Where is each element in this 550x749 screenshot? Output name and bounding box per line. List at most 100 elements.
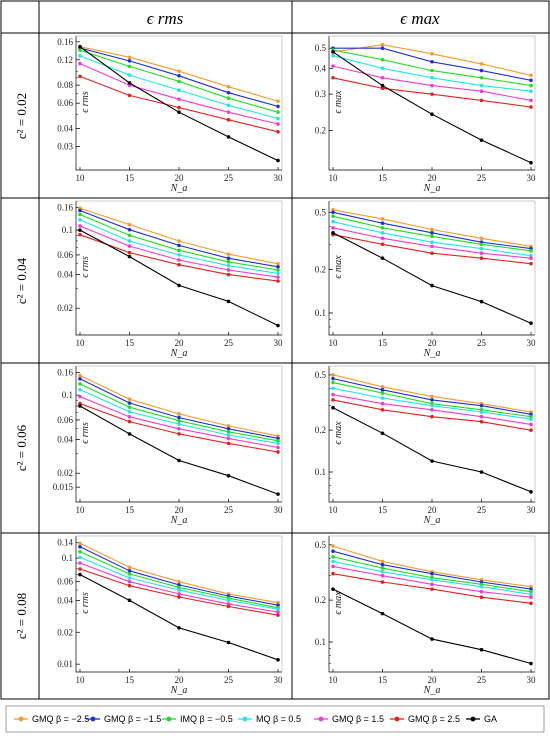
data-point <box>78 567 82 571</box>
data-point <box>430 582 434 587</box>
data-point <box>177 458 181 463</box>
data-point <box>276 275 280 279</box>
y-tick-label: 0.1 <box>62 553 73 563</box>
x-tick-label: 25 <box>477 338 487 348</box>
data-point <box>226 96 231 100</box>
data-point <box>380 66 385 71</box>
y-tick-label: 0.06 <box>57 577 73 587</box>
subplot-4: 0.1 0.2 0.5 10 15 20 25 30 N_a ϵ max <box>315 200 536 359</box>
data-point <box>226 84 231 89</box>
legend-entry: GMQ β = −2.5 <box>14 714 89 724</box>
data-point <box>380 573 385 578</box>
data-point <box>529 490 533 494</box>
data-point <box>226 252 231 256</box>
data-point <box>226 441 231 446</box>
data-point <box>479 595 484 600</box>
data-point <box>276 439 280 443</box>
data-point <box>226 110 231 114</box>
data-point <box>127 565 132 570</box>
y-tick-label: 0.015 <box>53 482 74 492</box>
data-point <box>331 226 335 230</box>
subplot-1: 0.03 0.04 0.06 0.08 0.12 0.16 10 15 20 25 30 N_a ϵ r… <box>57 35 283 194</box>
data-point <box>529 414 533 419</box>
subplot-8: 0.1 0.2 0.5 10 15 20 25 30 N_a ϵ max <box>315 535 536 696</box>
data-point <box>380 231 385 235</box>
x-tick-label: 10 <box>329 338 339 348</box>
y-tick-label: 0.4 <box>315 63 327 73</box>
data-point <box>177 626 181 630</box>
data-point <box>479 246 484 251</box>
data-point <box>276 264 280 269</box>
data-point <box>78 373 82 378</box>
data-point <box>276 99 280 103</box>
data-point <box>430 459 434 463</box>
data-point <box>177 110 181 114</box>
data-point <box>380 226 385 230</box>
data-point <box>177 588 181 592</box>
x-tick-label: 15 <box>378 675 388 685</box>
data-point <box>127 409 132 414</box>
y-tick-label: 0.2 <box>315 126 326 136</box>
data-point <box>226 604 231 609</box>
y-tick-label: 0.3 <box>315 89 327 99</box>
subplot-7: 0.01 0.02 0.04 0.06 0.1 0.14 10 15 20 25 30 N_a ϵ rm… <box>57 535 284 696</box>
data-point <box>127 579 132 584</box>
data-point <box>177 239 181 243</box>
data-point <box>226 473 231 478</box>
data-point <box>177 73 181 78</box>
y-tick-label: 0.5 <box>315 540 327 550</box>
data-point <box>78 208 82 213</box>
data-point <box>127 254 132 259</box>
data-point <box>226 598 231 603</box>
axes-frame <box>76 200 283 335</box>
data-point <box>226 299 231 304</box>
x-tick-label: 10 <box>76 675 86 685</box>
x-tick-label: 20 <box>428 505 438 515</box>
data-point <box>177 583 181 587</box>
data-point <box>127 59 132 63</box>
x-tick-label: 30 <box>274 675 284 685</box>
data-point <box>78 53 82 58</box>
data-point <box>380 611 385 616</box>
data-point <box>380 391 385 395</box>
legend-entry: MQ β = 0.5 <box>238 714 301 724</box>
data-point <box>430 587 434 591</box>
data-point <box>78 232 82 237</box>
x-tick-label: 20 <box>175 338 185 348</box>
data-point <box>380 86 385 91</box>
axes <box>328 366 535 503</box>
data-point <box>331 210 335 215</box>
x-axis-title: N_a <box>170 183 188 194</box>
data-point <box>479 647 484 652</box>
data-point <box>276 104 280 109</box>
data-point <box>127 583 132 588</box>
data-point <box>430 394 434 399</box>
data-point <box>430 251 434 256</box>
data-point <box>380 46 385 50</box>
y-tick-label: 0.16 <box>57 202 73 212</box>
data-point <box>380 57 385 62</box>
data-point <box>226 426 231 431</box>
data-point <box>127 397 132 401</box>
y-axis-title: ϵ max <box>333 255 344 279</box>
data-point <box>276 261 280 266</box>
axes-frame <box>329 365 536 502</box>
data-point <box>78 74 82 79</box>
x-tick-label: 10 <box>76 338 86 348</box>
data-point <box>226 272 231 277</box>
legend-entry: GMQ β = 1.5 <box>314 714 384 724</box>
x-tick-label: 10 <box>329 173 339 183</box>
data-point <box>380 388 385 392</box>
data-point <box>177 105 181 110</box>
data-point <box>479 98 484 103</box>
data-point <box>380 242 385 247</box>
data-point <box>276 492 280 496</box>
data-point <box>78 541 82 546</box>
legend-label: MQ β = 0.5 <box>256 714 301 724</box>
data-point <box>380 401 385 406</box>
data-point <box>177 79 181 84</box>
data-point <box>331 373 335 377</box>
data-point <box>127 569 132 573</box>
data-point <box>78 217 82 222</box>
x-tick-label: 30 <box>527 505 537 515</box>
